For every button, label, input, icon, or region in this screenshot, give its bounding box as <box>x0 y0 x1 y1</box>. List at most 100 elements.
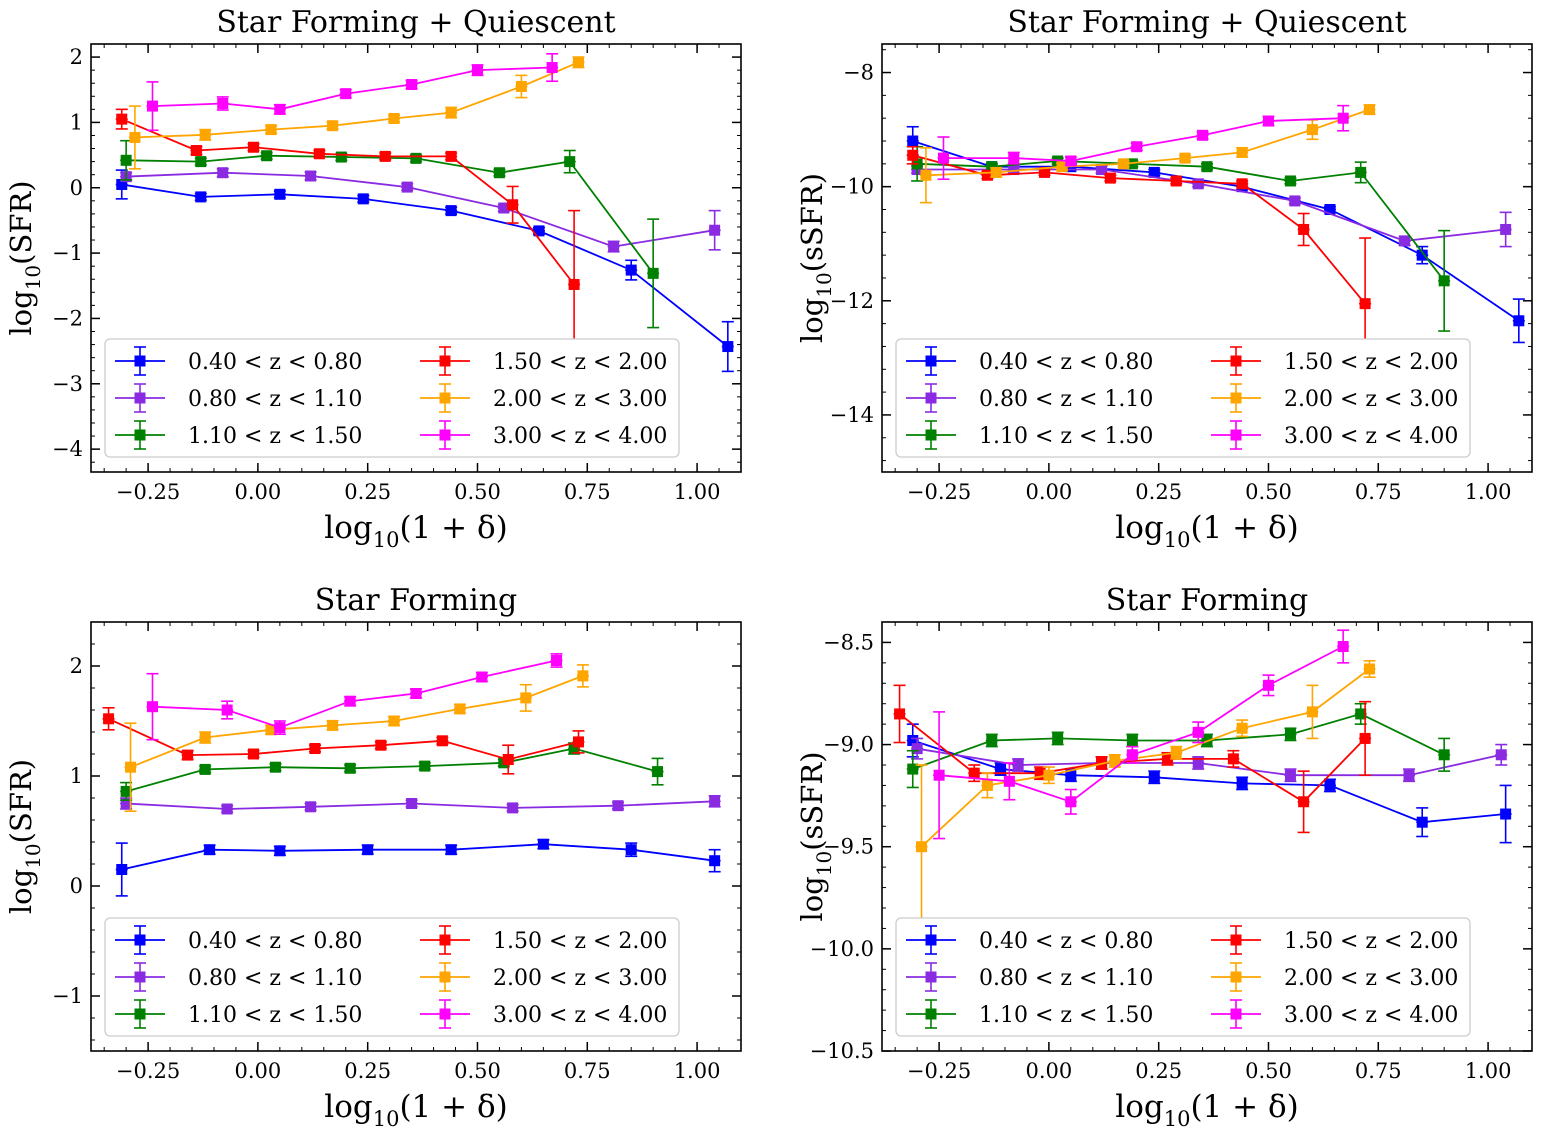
x-axis-label-suffix: (1 + δ) <box>1190 1089 1298 1125</box>
series-line <box>152 659 557 729</box>
legend-entry: 1.10 < z < 1.50 <box>115 999 362 1029</box>
x-tick-label: 1.00 <box>674 1059 721 1083</box>
series-2 <box>120 742 664 802</box>
data-point <box>261 150 273 162</box>
data-point <box>1355 166 1367 178</box>
data-point <box>274 722 286 734</box>
series-line <box>912 712 1445 770</box>
data-point <box>305 170 317 182</box>
y-tick-label: −1 <box>52 241 83 265</box>
plot-area <box>893 629 1512 930</box>
data-point <box>265 724 277 736</box>
data-point <box>344 695 356 707</box>
data-point <box>920 169 932 181</box>
y-axis-label-prefix: log <box>795 876 829 921</box>
data-point <box>199 763 211 775</box>
legend-label: 1.50 < z < 2.00 <box>1284 350 1458 375</box>
series-line <box>925 108 1370 177</box>
legend-marker <box>1230 934 1242 946</box>
legend-entry: 3.00 < z < 4.00 <box>1211 420 1458 450</box>
data-point <box>1416 249 1428 261</box>
legend-label: 3.00 < z < 4.00 <box>493 424 667 449</box>
axes-frame <box>881 43 1533 473</box>
data-point <box>1039 166 1050 178</box>
data-point <box>116 178 128 190</box>
legend: 0.40 < z < 0.80 0.80 < z < 1.10 1.10 < z <… <box>895 338 1471 458</box>
series-line <box>917 160 1445 282</box>
axes-frame <box>90 621 742 1052</box>
legend-label: 0.80 < z < 1.10 <box>188 966 362 991</box>
series-line <box>912 154 1366 305</box>
data-point <box>269 761 281 773</box>
data-point <box>1337 641 1349 653</box>
data-point <box>379 150 391 162</box>
data-point <box>406 798 418 809</box>
legend-label: 1.10 < z < 1.50 <box>188 1003 362 1028</box>
legend-marker <box>439 392 451 404</box>
legend-entry: 0.40 < z < 0.80 <box>906 346 1153 376</box>
data-point <box>1355 708 1367 720</box>
data-point <box>916 841 928 853</box>
data-point <box>1192 726 1204 738</box>
data-point <box>1438 749 1450 761</box>
y-axis-label-prefix: log <box>795 298 829 343</box>
series-0 <box>906 125 1525 344</box>
data-point <box>274 188 286 200</box>
legend-entry: 0.80 < z < 1.10 <box>906 962 1153 992</box>
x-tick-label: 0.25 <box>1135 480 1182 504</box>
legend-entry: 2.00 < z < 3.00 <box>420 383 667 413</box>
data-point <box>907 763 919 775</box>
data-point <box>1500 808 1512 820</box>
x-axis-label-sub: 10 <box>373 1107 400 1131</box>
data-point <box>445 844 457 856</box>
legend-box <box>104 338 680 458</box>
data-point <box>476 671 488 683</box>
data-point <box>327 120 339 132</box>
chart-title: Star Forming + Quiescent <box>1007 5 1406 40</box>
data-point <box>146 100 158 112</box>
legend-entry: 3.00 < z < 4.00 <box>420 420 667 450</box>
data-point <box>995 763 1007 775</box>
data-point <box>1227 753 1239 765</box>
y-axis-label: log10(sSFR) <box>795 751 836 921</box>
data-point <box>1148 166 1160 178</box>
data-point <box>1500 223 1512 235</box>
data-point <box>340 88 352 100</box>
legend-entry: 3.00 < z < 4.00 <box>1211 999 1458 1029</box>
data-point <box>248 141 259 153</box>
legend-marker <box>439 1008 451 1020</box>
legend-box <box>895 338 1471 458</box>
data-point <box>911 743 923 755</box>
y-tick-label: −3 <box>52 372 83 396</box>
data-point <box>120 154 132 166</box>
data-point <box>1104 172 1116 184</box>
legend-marker <box>439 934 451 946</box>
data-point <box>612 800 624 812</box>
y-tick-label: −1 <box>52 984 83 1008</box>
x-axis-label-prefix: log <box>324 1089 372 1125</box>
axes-frame <box>881 621 1533 1052</box>
legend-label: 0.40 < z < 0.80 <box>188 929 362 954</box>
data-point <box>199 732 211 743</box>
data-point <box>445 205 457 217</box>
data-point <box>1192 757 1204 769</box>
legend-label: 1.50 < z < 2.00 <box>1284 929 1458 954</box>
legend-entry: 1.50 < z < 2.00 <box>420 925 667 955</box>
series-line <box>939 645 1344 803</box>
data-point <box>116 864 128 875</box>
data-point <box>493 167 505 179</box>
data-point <box>1236 722 1248 734</box>
legend-marker <box>1230 1008 1242 1020</box>
data-point <box>1197 129 1209 141</box>
data-point <box>608 241 620 253</box>
data-point <box>146 701 158 713</box>
data-point <box>1052 732 1064 744</box>
legend: 0.40 < z < 0.80 0.80 < z < 1.10 1.10 < z <… <box>104 338 680 458</box>
plot-area <box>906 104 1525 371</box>
data-point <box>1008 152 1020 164</box>
series-5 <box>146 53 559 132</box>
data-point <box>335 151 347 163</box>
legend-entry: 2.00 < z < 3.00 <box>1211 383 1458 413</box>
x-axis-label: log10(1 + δ) <box>324 1089 507 1131</box>
y-axis-label-suffix: (sSFR) <box>795 173 829 272</box>
